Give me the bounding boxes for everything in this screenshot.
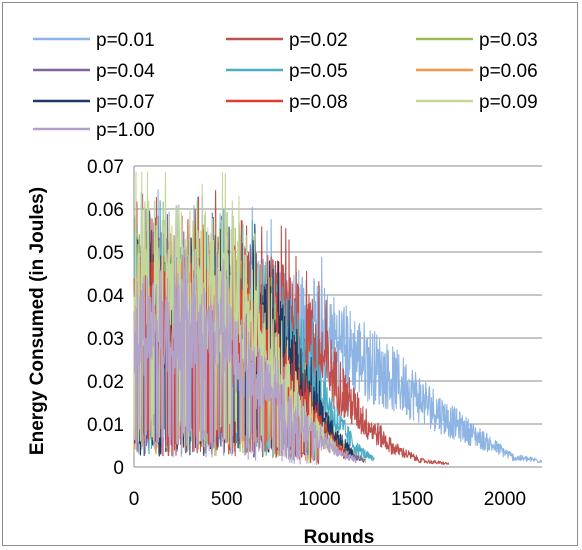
legend-label: p=0.04 bbox=[96, 61, 155, 82]
legend-label: p=0.08 bbox=[289, 92, 348, 113]
legend-item: p=0.04 bbox=[33, 61, 155, 82]
legend-item: p=0.07 bbox=[33, 92, 155, 113]
series-p=1.00 bbox=[133, 235, 357, 466]
y-tick-label: 0.03 bbox=[87, 329, 124, 350]
legend-label: p=0.01 bbox=[96, 30, 155, 51]
y-tick-label: 0.02 bbox=[87, 372, 124, 393]
legend-label: p=0.05 bbox=[289, 61, 348, 82]
y-axis-title: Energy Consumed (in Joules) bbox=[27, 187, 48, 455]
series-line bbox=[133, 171, 339, 464]
series-p=0.09 bbox=[133, 171, 339, 464]
legend-label: p=0.06 bbox=[479, 61, 538, 82]
y-tick-label: 0 bbox=[113, 458, 124, 479]
legend-item: p=0.06 bbox=[416, 61, 538, 82]
legend-label: p=0.07 bbox=[96, 92, 155, 113]
chart-svg: p=0.01 p=0.02 p=0.03 p=0.04 p=0.05 p=0.06 p=0.… bbox=[27, 30, 543, 547]
legend-item: p=0.05 bbox=[226, 61, 348, 82]
x-tick-label: 500 bbox=[211, 489, 243, 510]
legend: p=0.01 p=0.02 p=0.03 p=0.04 p=0.05 p=0.06 p=0.… bbox=[33, 30, 538, 141]
x-axis-ticks: 0 500 1000 1500 2000 bbox=[129, 489, 526, 510]
x-tick-label: 2000 bbox=[484, 489, 526, 510]
x-tick-label: 1500 bbox=[391, 489, 433, 510]
x-axis-title: Rounds bbox=[304, 527, 375, 547]
legend-item: p=0.02 bbox=[226, 30, 348, 51]
x-tick-label: 1000 bbox=[298, 489, 340, 510]
legend-label: p=0.02 bbox=[289, 30, 348, 51]
legend-label: p=0.03 bbox=[479, 30, 538, 51]
series-line bbox=[133, 235, 357, 466]
legend-label: p=1.00 bbox=[96, 120, 155, 141]
y-tick-label: 0.04 bbox=[87, 286, 124, 307]
y-tick-label: 0.05 bbox=[87, 243, 124, 264]
y-tick-label: 0.01 bbox=[87, 415, 124, 436]
legend-label: p=0.09 bbox=[479, 92, 538, 113]
legend-item: p=0.03 bbox=[416, 30, 538, 51]
y-tick-label: 0.06 bbox=[87, 200, 124, 221]
y-tick-label: 0.07 bbox=[87, 157, 124, 178]
legend-item: p=0.09 bbox=[416, 92, 538, 113]
legend-item: p=1.00 bbox=[33, 120, 155, 141]
series-layer bbox=[133, 171, 543, 466]
legend-item: p=0.01 bbox=[33, 30, 155, 51]
x-tick-label: 0 bbox=[129, 489, 140, 510]
legend-item: p=0.08 bbox=[226, 92, 348, 113]
y-axis-ticks: 0 0.01 0.02 0.03 0.04 0.05 0.06 0.07 bbox=[87, 157, 124, 479]
